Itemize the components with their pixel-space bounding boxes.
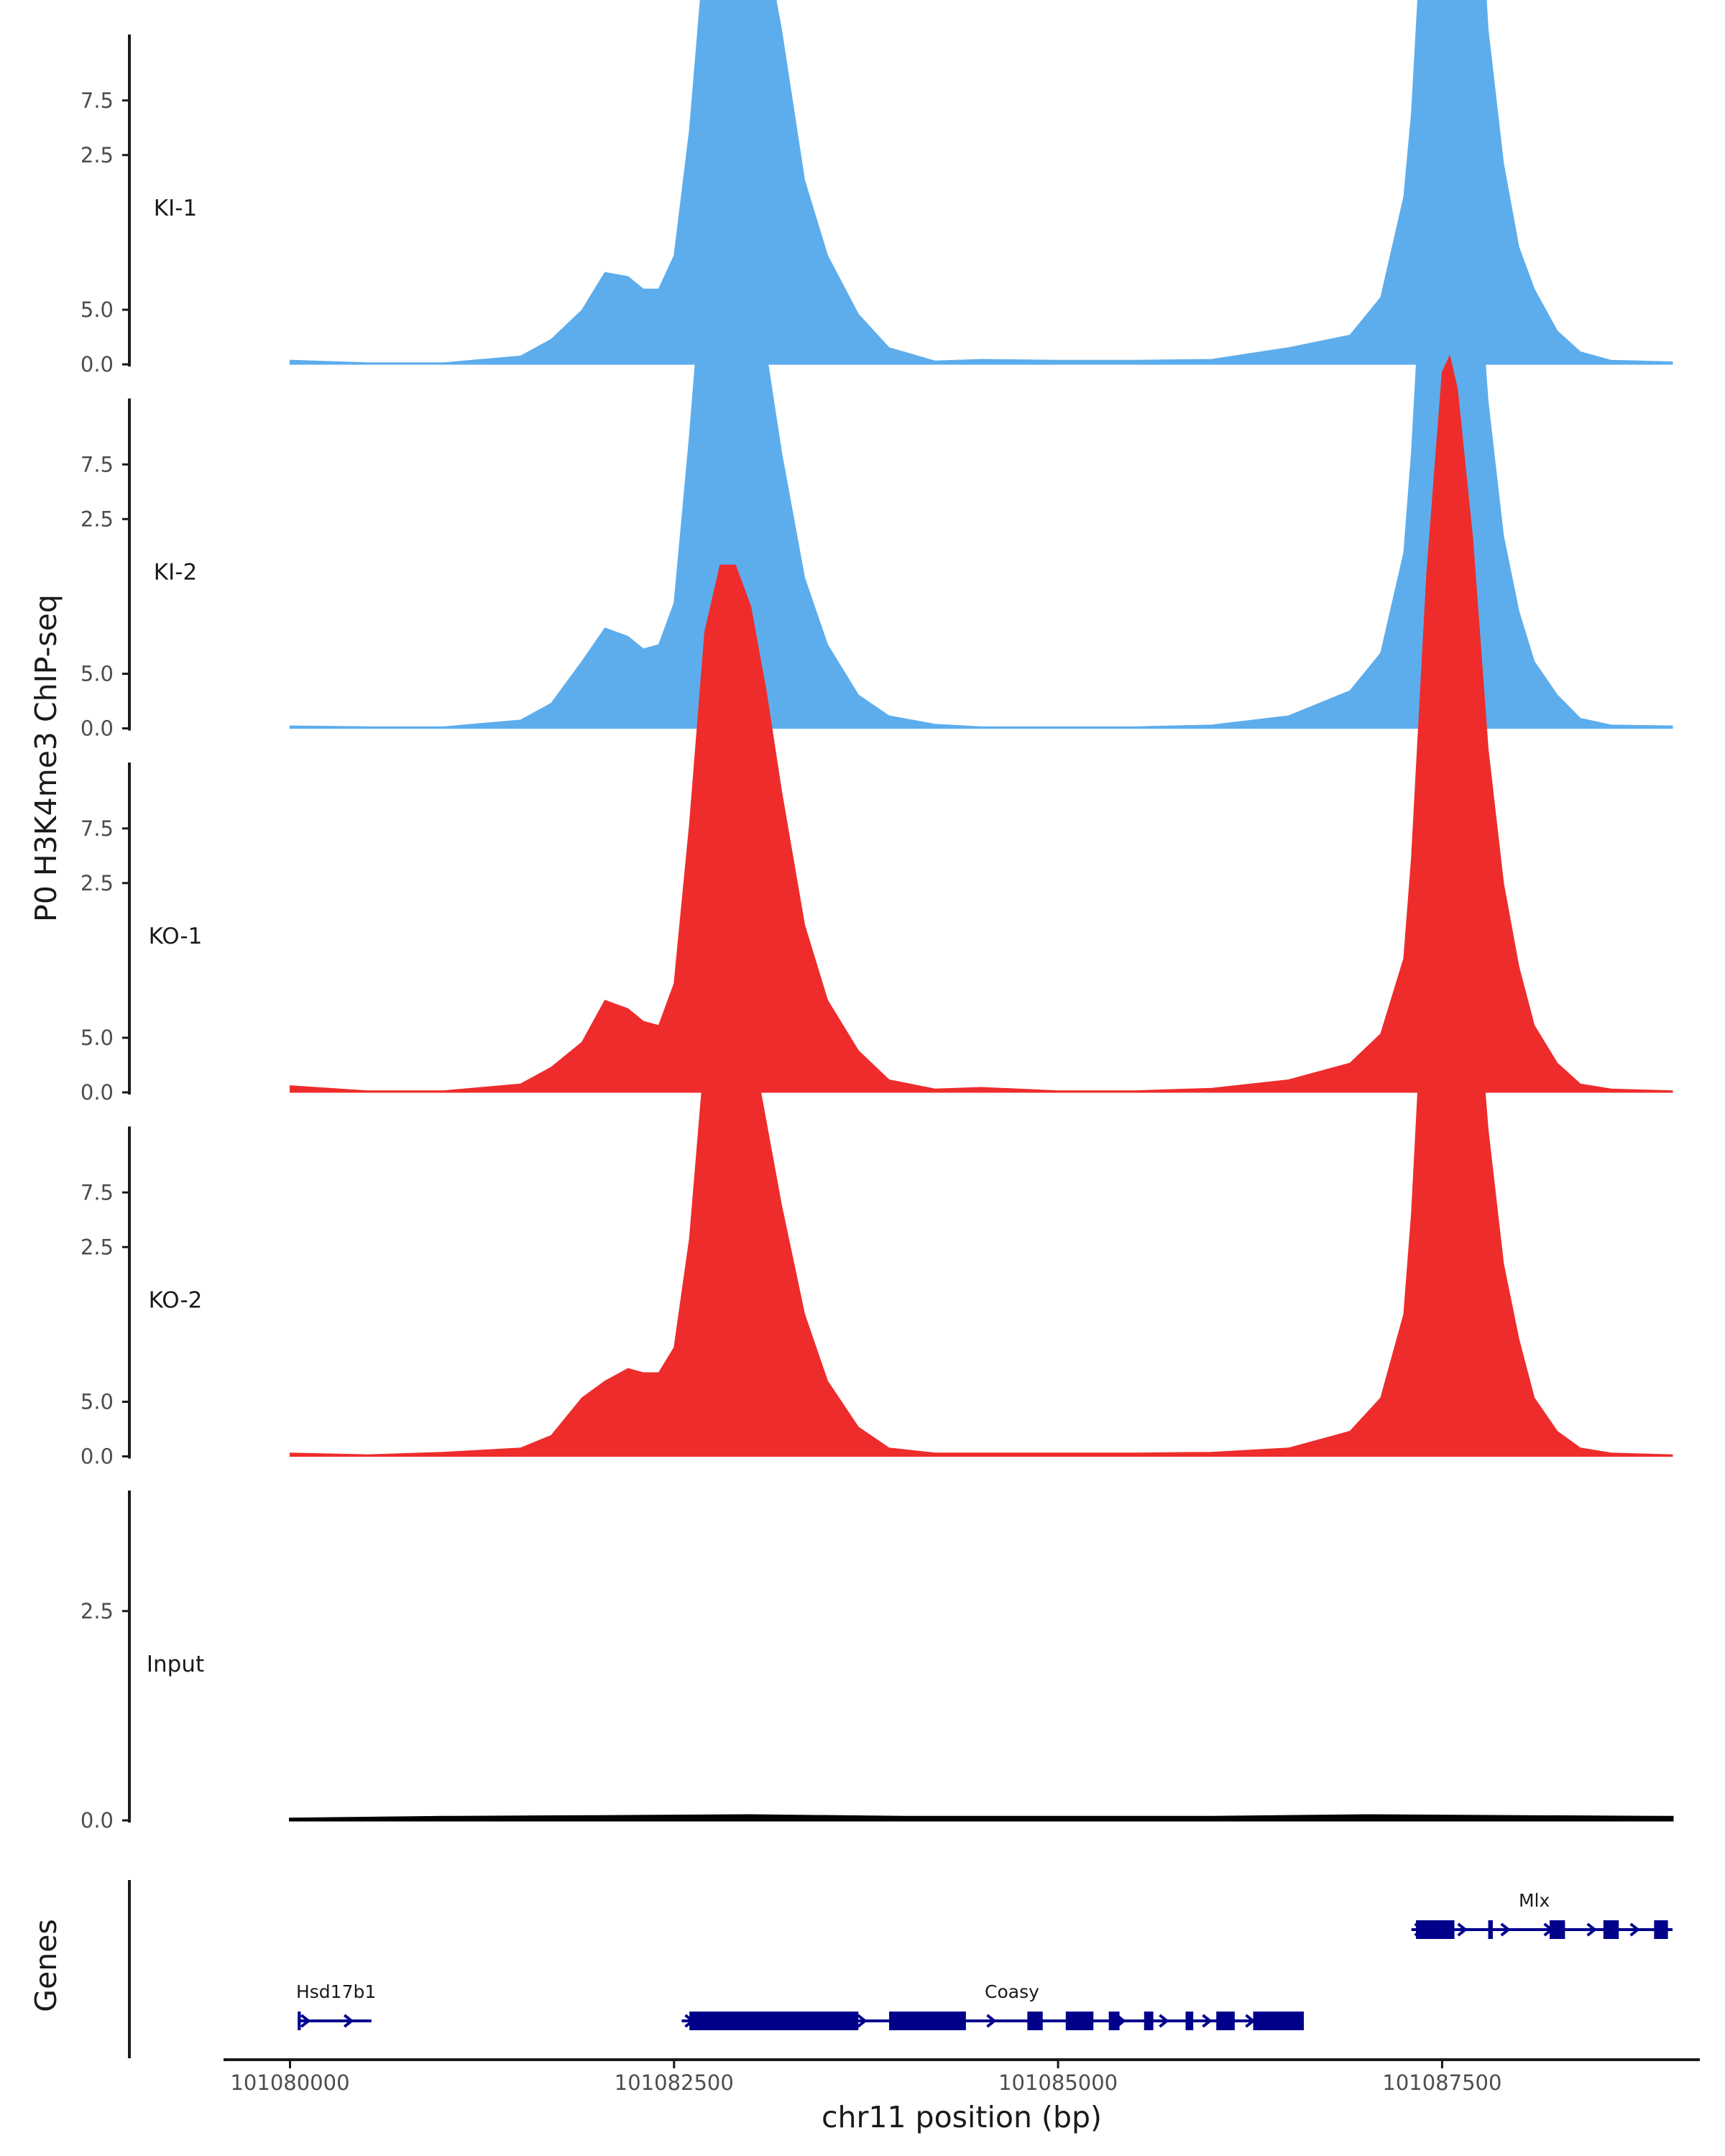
y-tick-label-input: 7.5 [80, 1180, 114, 1204]
exon-mlx [1416, 1920, 1455, 1939]
y-tick-label-ko-2: 5.0 [80, 1026, 114, 1050]
strand-chevron-hsd17b1 [300, 2014, 311, 2028]
x-axis: 101080000 101082500 101085000 101087500 [224, 2058, 1700, 2095]
y-tick-label-ko-2: 2.5 [80, 1235, 114, 1259]
gene-model-coasy: Coasy [681, 1981, 1305, 2030]
y-tick-label-ko-1: 2.5 [80, 871, 114, 895]
gene-label-coasy: Coasy [985, 1981, 1039, 2002]
y-tick-label-input: 5.0 [80, 1390, 114, 1414]
track-label-ko-1: KO-1 [149, 923, 203, 949]
exon-coasy [1065, 2012, 1094, 2030]
y-tick-label-ko-1: 7.5 [80, 452, 114, 476]
x-axis-title: chr11 position (bp) [822, 2100, 1102, 2134]
gene-track: Hsd17b1 Coasy Mlx [128, 1880, 1673, 2058]
coverage-area-ki-1 [290, 0, 1673, 365]
track-label-ko-2: KO-2 [149, 1288, 203, 1314]
exon-coasy [1027, 2012, 1043, 2030]
exon-coasy [1108, 2012, 1120, 2030]
y-tick-label-ki-1: 2.5 [80, 143, 114, 167]
strand-chevron-coasy [1159, 2014, 1169, 2028]
strand-chevron-mlx [1500, 1922, 1511, 1937]
track-label-ki-2: KI-2 [154, 560, 197, 586]
exon-coasy [1253, 2012, 1305, 2030]
gene-model-mlx: Mlx [1411, 1890, 1673, 1939]
strand-chevron-hsd17b1 [343, 2014, 354, 2028]
y-tick-label-input: 0.0 [80, 1808, 114, 1833]
y-tick-label-ki-2: 0.0 [80, 717, 114, 741]
y-axis-title: P0 H3K4me3 ChIP-seq [29, 594, 63, 922]
gene-model-hsd17b1: Hsd17b1 [296, 1981, 376, 2030]
y-tick-label-ko-2: 0.0 [80, 1445, 114, 1469]
y-tick-label-ki-2: 5.0 [80, 298, 114, 322]
strand-chevron-coasy [1245, 2014, 1256, 2028]
strand-chevron-mlx [1457, 1922, 1468, 1937]
coverage-areas [289, 0, 1674, 1822]
coverage-area-ki-2 [290, 0, 1673, 729]
x-tick-label: 101085000 [998, 2070, 1118, 2095]
y-axes: 0.0 2.5 5.0 7.5 0.0 2.5 5.0 7.5 0.0 2.5 5.0 7.5 0.0 2… [80, 34, 131, 1833]
strand-chevron-coasy [986, 2014, 997, 2028]
exon-mlx [1654, 1920, 1668, 1939]
exon-coasy [1144, 2012, 1154, 2030]
track-labels: KI-1 KI-2 KO-1 KO-2 Input [147, 195, 204, 1677]
y-tick-label-ki-2: 7.5 [80, 88, 114, 113]
y-tick-label-ki-1: 0.0 [80, 352, 114, 377]
strand-chevron-coasy [857, 2014, 868, 2028]
exon-coasy [1216, 2012, 1235, 2030]
x-tick-label: 101080000 [230, 2070, 349, 2095]
x-tick-label: 101087500 [1382, 2070, 1501, 2095]
coverage-area-input [289, 1814, 1674, 1822]
y-tick-label-ko-1: 5.0 [80, 662, 114, 686]
exon-coasy [689, 2012, 859, 2030]
y-tick-label-ko-1: 0.0 [80, 1080, 114, 1105]
y-tick-label-input: 2.5 [80, 1599, 114, 1623]
strand-chevron-mlx [1629, 1922, 1640, 1937]
x-tick-label: 101082500 [615, 2070, 734, 2095]
coverage-area-ko-2 [290, 760, 1673, 1457]
y-tick-label-ki-2: 2.5 [80, 507, 114, 531]
exon-mlx [1550, 1920, 1565, 1939]
genes-axis-title: Genes [29, 1919, 63, 2012]
gene-label-hsd17b1: Hsd17b1 [296, 1981, 376, 2002]
exon-coasy [889, 2012, 966, 2030]
strand-chevron-coasy [1202, 2014, 1213, 2028]
track-label-input: Input [147, 1651, 204, 1677]
exon-hsd17b1 [298, 2012, 301, 2030]
gene-label-mlx: Mlx [1519, 1890, 1550, 1911]
coverage-area-ko-1 [290, 354, 1673, 1093]
exon-mlx [1488, 1920, 1493, 1939]
exon-coasy [1185, 2012, 1194, 2030]
exon-mlx [1603, 1920, 1619, 1939]
y-tick-label-ko-2: 7.5 [80, 816, 114, 841]
strand-chevron-mlx [1586, 1922, 1597, 1937]
track-label-ki-1: KI-1 [154, 195, 197, 221]
